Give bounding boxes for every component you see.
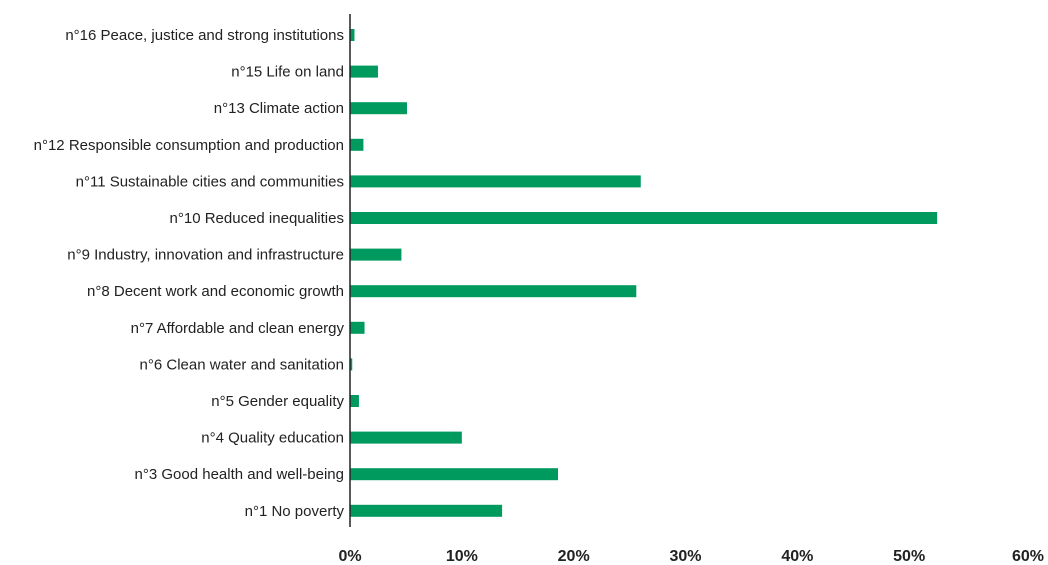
category-label: n°4 Quality education: [201, 430, 344, 447]
x-tick-label: 20%: [558, 548, 590, 565]
bar: [350, 138, 364, 151]
category-label: n°13 Climate action: [214, 100, 344, 117]
bar: [350, 212, 938, 224]
category-label: n°9 Industry, innovation and infrastruct…: [67, 247, 344, 264]
bar: [350, 395, 359, 407]
x-tick-label: 10%: [446, 548, 478, 565]
category-label: n°1 No poverty: [245, 503, 345, 520]
x-tick-label: 50%: [893, 548, 925, 565]
bar: [350, 248, 402, 261]
category-label: n°10 Reduced inequalities: [170, 210, 344, 227]
x-axis-ticks: 0% 10% 20% 30% 40% 50% 60%: [338, 548, 1044, 565]
category-label: n°16 Peace, justice and strong instituti…: [65, 27, 344, 44]
x-tick-label: 60%: [1012, 548, 1044, 565]
bar: [350, 468, 559, 481]
bar: [350, 102, 408, 115]
x-tick-label: 30%: [669, 548, 701, 565]
bar: [350, 358, 353, 371]
bar: [350, 431, 462, 444]
category-label: n°3 Good health and well-being: [135, 466, 344, 483]
bars: [350, 29, 938, 517]
category-label: n°6 Clean water and sanitation: [140, 356, 344, 373]
bar: [350, 175, 641, 188]
bar: [350, 29, 355, 41]
category-label: n°7 Affordable and clean energy: [131, 320, 345, 337]
x-tick-label: 0%: [338, 548, 361, 565]
x-tick-label: 40%: [781, 548, 813, 565]
bar: [350, 504, 503, 517]
bar: [350, 321, 365, 334]
category-label: n°15 Life on land: [231, 64, 344, 81]
category-labels: n°16 Peace, justice and strong instituti…: [34, 27, 345, 520]
bar: [350, 285, 637, 298]
category-label: n°12 Responsible consumption and product…: [34, 137, 344, 154]
category-label: n°5 Gender equality: [211, 393, 344, 410]
category-label: n°11 Sustainable cities and communities: [76, 173, 344, 190]
category-label: n°8 Decent work and economic growth: [87, 283, 344, 300]
bar: [350, 65, 378, 78]
